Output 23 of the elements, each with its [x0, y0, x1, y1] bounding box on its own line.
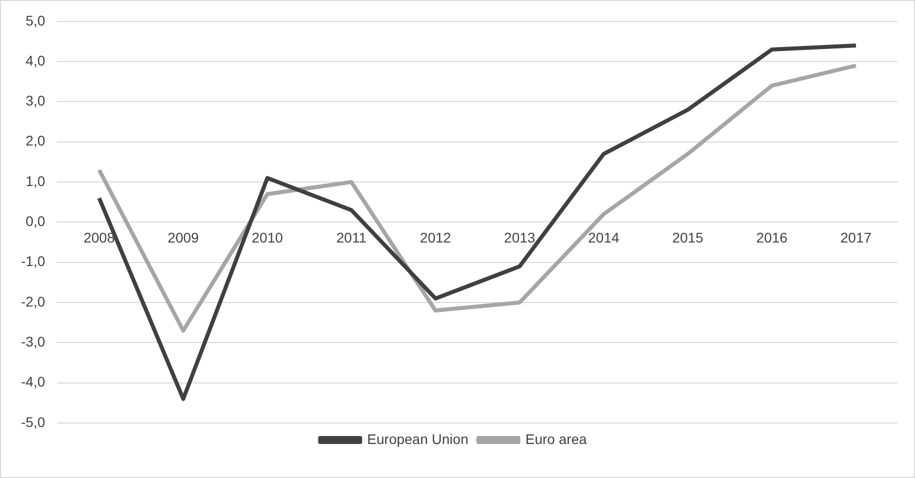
y-tick-label: -5,0 [21, 414, 46, 430]
x-tick-label: 2017 [840, 229, 872, 246]
y-tick-label: -2,0 [21, 293, 46, 310]
x-tick-label: 2012 [420, 229, 452, 246]
x-tick-label: 2016 [756, 229, 788, 246]
x-tick-label: 2014 [588, 229, 620, 246]
y-tick-label: 3,0 [26, 92, 46, 109]
y-tick-label: 2,0 [26, 132, 46, 149]
y-tick-label: -3,0 [21, 334, 46, 350]
legend-label: European Union [367, 430, 468, 447]
x-tick-label: 2011 [336, 229, 367, 246]
x-tick-label: 2015 [672, 229, 704, 246]
x-tick-label: 2009 [168, 229, 200, 246]
y-tick-label: 1,0 [26, 172, 46, 189]
y-tick-label: 4,0 [26, 52, 46, 68]
x-tick-label: 2013 [504, 229, 536, 246]
x-tick-label: 2008 [84, 229, 115, 246]
legend-label: Euro area [525, 430, 588, 447]
y-tick-label: 5,0 [26, 12, 46, 28]
y-tick-label: -4,0 [21, 374, 46, 390]
y-tick-label: -1,0 [21, 253, 46, 270]
x-tick-label: 2010 [252, 229, 284, 246]
y-tick-label: 0,0 [26, 213, 46, 230]
